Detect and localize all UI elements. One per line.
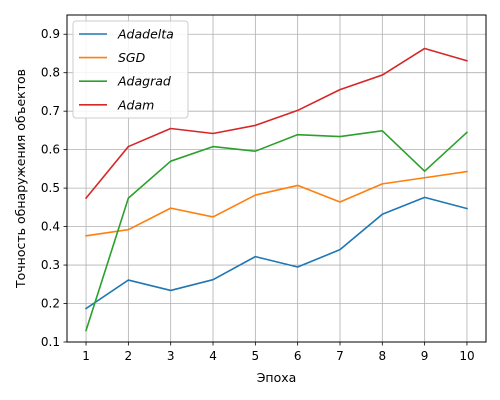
y-tick-label: 0.4 bbox=[41, 220, 60, 234]
series-line-adagrad bbox=[85, 130, 469, 332]
x-tick-label: 3 bbox=[167, 349, 175, 363]
legend-label-adadelta: Adadelta bbox=[117, 27, 174, 42]
y-tick-label: 0.3 bbox=[41, 258, 60, 272]
y-axis-ticks: 0.1 0.2 0.3 0.4 0.5 0.6 0.7 0.8 0.9 bbox=[41, 27, 67, 349]
plot-area-frame bbox=[66, 14, 487, 343]
y-tick-label: 0.1 bbox=[41, 335, 60, 349]
series-line-adadelta bbox=[84, 196, 468, 310]
legend-box bbox=[72, 20, 189, 119]
x-tick-label: 9 bbox=[421, 349, 429, 363]
y-tick-label: 0.5 bbox=[41, 181, 60, 195]
x-tick-label: 8 bbox=[378, 349, 386, 363]
legend-label-adam: Adam bbox=[117, 97, 154, 112]
y-axis-label: Точность обнаружения объектов bbox=[13, 69, 28, 289]
x-tick-label: 2 bbox=[125, 349, 133, 363]
series-line-adam bbox=[84, 47, 468, 200]
y-tick-label: 0.9 bbox=[41, 27, 60, 41]
x-tick-label: 7 bbox=[336, 349, 344, 363]
y-tick-label: 0.7 bbox=[41, 104, 60, 118]
legend-label-sgd: SGD bbox=[118, 50, 146, 65]
y-tick-label: 0.2 bbox=[41, 297, 60, 311]
y-tick-label: 0.8 bbox=[41, 66, 60, 80]
y-tick-label: 0.6 bbox=[41, 143, 60, 157]
series-lines bbox=[84, 47, 469, 332]
x-tick-label: 6 bbox=[294, 349, 302, 363]
x-tick-label: 1 bbox=[82, 349, 90, 363]
x-axis-ticks: 1 2 3 4 5 6 7 8 9 10 bbox=[82, 342, 475, 363]
x-tick-label: 5 bbox=[252, 349, 260, 363]
legend: Adadelta SGD Adagrad Adam bbox=[72, 20, 189, 119]
legend-label-adagrad: Adagrad bbox=[117, 74, 171, 89]
series-line-sgd bbox=[85, 170, 468, 237]
x-tick-label: 4 bbox=[209, 349, 217, 363]
x-axis-label: Эпоха bbox=[257, 370, 297, 385]
x-tick-label: 10 bbox=[459, 349, 474, 363]
